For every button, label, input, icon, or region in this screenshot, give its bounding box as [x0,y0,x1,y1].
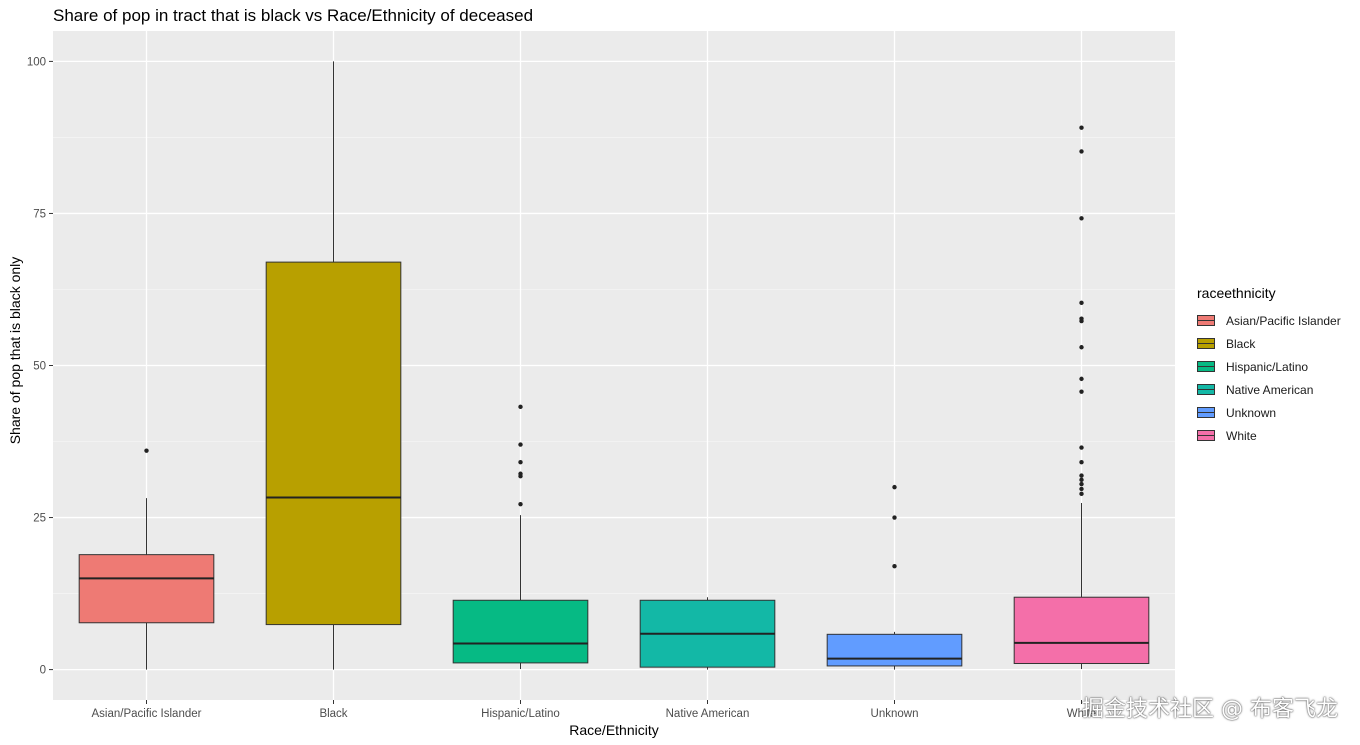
outlier-point [1079,460,1084,465]
legend-key [1197,384,1215,395]
outlier-point [892,484,897,490]
legend-items: Asian/Pacific Islander Black Hispanic/Lati… [1197,309,1341,447]
outlier-point [144,448,149,453]
outlier-point [1079,481,1084,487]
axes: 0 25 50 75 100 Asian/Pacific Islander Black His… [27,56,1096,720]
box-asian-pacific-islander [78,448,215,670]
y-tick-label: 25 [33,513,46,525]
x-tick-label: Asian/Pacific Islander [92,708,202,720]
legend-item: Hispanic/Latino [1197,355,1341,378]
x-tick-label: Native American [666,708,750,720]
outlier-point [892,515,897,520]
box-iqr [826,633,963,667]
chart-title: Share of pop in tract that is black vs R… [53,6,534,25]
outlier-point [1079,477,1084,483]
legend-label: Black [1226,336,1256,351]
box-iqr [265,261,402,626]
outlier-point [1079,445,1084,450]
box-black [265,61,402,670]
legend-key [1197,407,1215,418]
outlier-point [518,404,523,410]
legend-item: Unknown [1197,401,1341,424]
legend-key [1197,430,1215,441]
y-axis-title: Share of pop that is black only [7,257,23,445]
x-tick-label: Black [319,708,347,720]
outlier-point [1079,376,1084,382]
box-white [1013,125,1150,669]
legend-item: Asian/Pacific Islander [1197,309,1341,332]
outlier-point [1079,149,1084,154]
box-iqr [1013,596,1150,665]
outlier-point [1079,300,1084,306]
y-tick-label: 0 [40,665,46,677]
legend-label: Native American [1226,382,1314,397]
x-axis-title: Race/Ethnicity [569,722,658,738]
x-tick-label: Unknown [871,708,919,720]
outlier-point [1079,345,1084,350]
box-hispanic-latino [452,404,589,669]
legend-item: White [1197,424,1341,447]
outlier-point [1079,473,1084,478]
box-iqr [78,554,215,624]
y-tick-label: 100 [27,56,46,68]
box-series [78,61,1150,670]
outlier-point [1079,316,1084,321]
box-native-american [639,597,776,670]
legend-title: raceethnicity [1197,285,1276,301]
outlier-point [1079,389,1084,394]
legend-label: White [1226,428,1257,443]
outlier-point [1079,216,1084,221]
outlier-point [892,564,897,569]
outlier-point [1079,486,1084,492]
x-tick-label: Hispanic/Latino [481,708,560,720]
legend-key [1197,338,1215,349]
outlier-point [518,471,523,476]
y-tick-label: 50 [33,361,46,373]
y-tick-label: 75 [33,208,46,220]
legend-item: Native American [1197,378,1341,401]
legend-item: Black [1197,332,1341,355]
legend-label: Hispanic/Latino [1226,359,1309,374]
watermark: 掘金技术社区 @ 布客飞龙 [1082,697,1338,722]
box-iqr [452,599,589,664]
box-unknown [826,484,963,670]
legend-label: Asian/Pacific Islander [1226,313,1341,328]
legend-key [1197,361,1215,372]
legend: raceethnicity Asian/Pacific Islander Blac… [1197,285,1341,447]
x-tick-label: White [1067,708,1096,720]
outlier-point [518,501,523,507]
legend-label: Unknown [1226,405,1277,420]
legend-key [1197,315,1215,326]
outlier-point [518,460,523,465]
outlier-point [518,442,523,447]
outlier-point [1079,491,1084,497]
outlier-point [1079,125,1084,130]
